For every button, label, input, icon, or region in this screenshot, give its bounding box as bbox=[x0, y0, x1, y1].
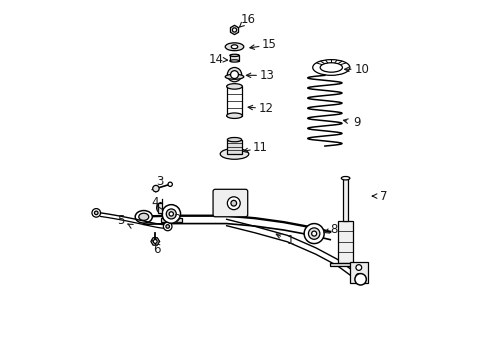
Polygon shape bbox=[151, 238, 159, 245]
Text: 2: 2 bbox=[173, 213, 180, 226]
Text: 8: 8 bbox=[329, 223, 337, 236]
Circle shape bbox=[230, 201, 236, 206]
Ellipse shape bbox=[229, 60, 239, 62]
Ellipse shape bbox=[312, 60, 349, 75]
Ellipse shape bbox=[227, 138, 241, 142]
Bar bbox=[337, 221, 353, 263]
Bar bbox=[158, 203, 162, 213]
Text: 6: 6 bbox=[153, 243, 161, 256]
FancyBboxPatch shape bbox=[213, 189, 247, 217]
Circle shape bbox=[165, 225, 169, 228]
Ellipse shape bbox=[231, 45, 237, 49]
Ellipse shape bbox=[220, 149, 248, 159]
Ellipse shape bbox=[320, 63, 342, 72]
Text: 13: 13 bbox=[259, 69, 274, 82]
Bar bbox=[227, 140, 241, 154]
Circle shape bbox=[232, 28, 236, 32]
Text: 1: 1 bbox=[286, 234, 293, 247]
Ellipse shape bbox=[135, 211, 152, 223]
Ellipse shape bbox=[226, 113, 242, 118]
Ellipse shape bbox=[139, 213, 148, 220]
Bar bbox=[329, 263, 361, 266]
Text: 4: 4 bbox=[151, 195, 159, 209]
Text: 15: 15 bbox=[262, 39, 276, 51]
Ellipse shape bbox=[225, 74, 244, 79]
Circle shape bbox=[153, 239, 157, 243]
Text: 16: 16 bbox=[240, 13, 255, 26]
Circle shape bbox=[168, 182, 172, 186]
Bar bbox=[226, 86, 242, 116]
Circle shape bbox=[227, 197, 240, 210]
Circle shape bbox=[355, 274, 361, 279]
Text: 12: 12 bbox=[258, 102, 273, 115]
Circle shape bbox=[227, 67, 241, 82]
Polygon shape bbox=[230, 25, 238, 35]
Text: 9: 9 bbox=[352, 116, 360, 129]
Circle shape bbox=[308, 228, 319, 239]
Circle shape bbox=[162, 204, 180, 223]
Text: 14: 14 bbox=[208, 53, 223, 66]
Circle shape bbox=[355, 265, 361, 270]
Circle shape bbox=[354, 274, 366, 285]
Text: 11: 11 bbox=[253, 141, 267, 154]
Ellipse shape bbox=[229, 54, 239, 57]
Bar bbox=[349, 262, 367, 283]
Circle shape bbox=[152, 185, 159, 192]
Circle shape bbox=[230, 71, 238, 78]
Text: 3: 3 bbox=[156, 175, 163, 188]
Bar bbox=[342, 178, 348, 221]
Text: 5: 5 bbox=[117, 214, 125, 227]
Ellipse shape bbox=[226, 84, 242, 89]
Circle shape bbox=[166, 209, 176, 219]
Bar bbox=[160, 218, 182, 222]
Text: 7: 7 bbox=[379, 190, 387, 203]
Ellipse shape bbox=[225, 43, 244, 51]
Circle shape bbox=[169, 212, 173, 216]
Circle shape bbox=[304, 224, 324, 244]
Circle shape bbox=[94, 211, 98, 215]
Circle shape bbox=[92, 208, 101, 217]
Circle shape bbox=[163, 222, 172, 231]
Bar bbox=[229, 55, 239, 61]
Ellipse shape bbox=[341, 176, 349, 180]
Circle shape bbox=[311, 231, 316, 236]
Text: 10: 10 bbox=[353, 63, 368, 76]
